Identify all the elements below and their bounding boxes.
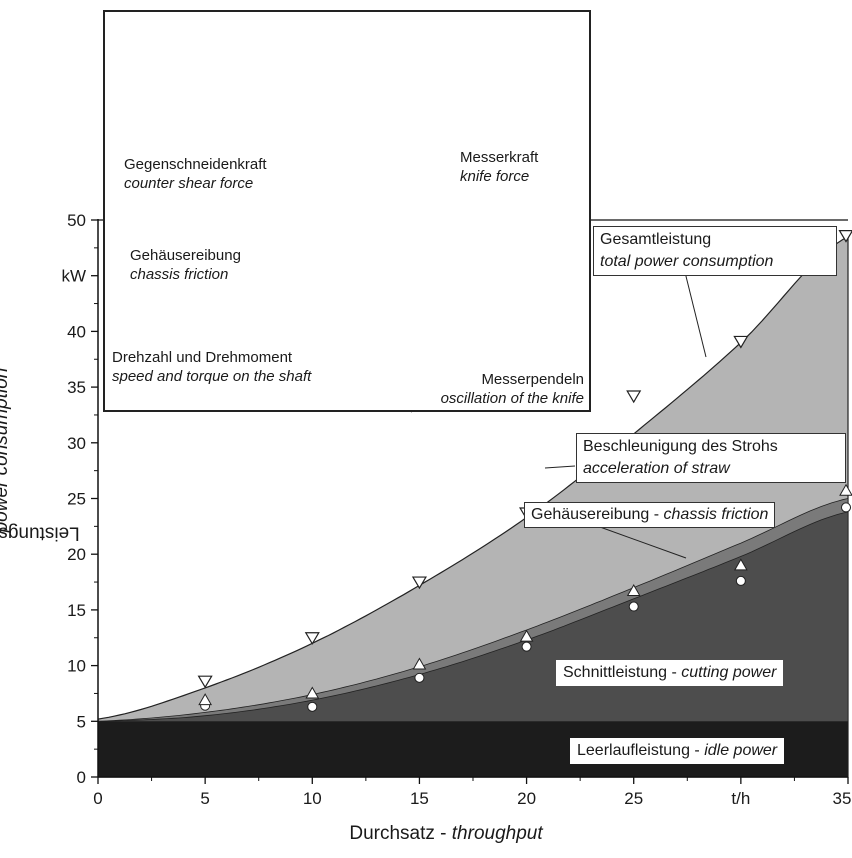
y-axis-title-italic: power consumption bbox=[0, 367, 12, 533]
roller-axle-icon bbox=[294, 87, 298, 91]
housing-outline-right bbox=[397, 157, 554, 364]
triangle-down-marker bbox=[733, 335, 749, 349]
triangle-up-marker bbox=[198, 693, 213, 706]
inset-label-knife-force-main: Messerkraft bbox=[460, 149, 539, 166]
data-markers bbox=[197, 229, 852, 712]
legend-chassis-main: Gehäusereibung - bbox=[531, 506, 664, 523]
circle-marker bbox=[841, 502, 851, 513]
legend-chassis-italic: chassis friction bbox=[663, 506, 769, 523]
x-tick-label: t/h bbox=[731, 789, 750, 808]
y-tick-label: kW bbox=[61, 267, 86, 286]
x-tick-label: 5 bbox=[200, 789, 209, 808]
y-tick-label: 50 bbox=[67, 211, 86, 230]
chassis-friction-arrowhead-top bbox=[264, 208, 280, 224]
inset-label-chassis-friction-italic: chassis friction bbox=[130, 266, 229, 283]
inset-label-oscillation: Messerpendeln oscillation of the knife bbox=[412, 370, 584, 408]
legend-acceleration-straw: Beschleunigung des Strohs acceleration o… bbox=[576, 433, 846, 483]
triangle-up-marker bbox=[519, 629, 534, 642]
legend-idle-italic: idle power bbox=[704, 742, 778, 759]
triangle-up-marker bbox=[626, 583, 641, 596]
legend-idle-power: Leerlaufleistung - idle power bbox=[570, 738, 785, 764]
triangle-up-marker bbox=[839, 483, 852, 496]
x-tick-label: 25 bbox=[624, 789, 643, 808]
triangle-up-marker bbox=[733, 558, 748, 571]
leader-speed-torque bbox=[289, 269, 377, 355]
inset-label-oscillation-main: Messerpendeln bbox=[481, 371, 584, 388]
counter-shear-arrowhead bbox=[306, 163, 320, 178]
x-axis-title-italic: throughput bbox=[451, 823, 543, 844]
legend-cutting-power: Schnittleistung - cutting power bbox=[556, 660, 784, 686]
triangle-up-marker bbox=[412, 657, 427, 670]
inset-label-counter-shear-italic: counter shear force bbox=[124, 175, 254, 192]
circle-marker bbox=[414, 672, 425, 683]
stacked-areas bbox=[98, 235, 849, 778]
legend-acceleration-main: Beschleunigung des Strohs bbox=[583, 438, 778, 455]
y-tick-label: 5 bbox=[77, 712, 86, 731]
knife-blade-bottom bbox=[375, 349, 413, 358]
y-tick-label: 30 bbox=[67, 434, 86, 453]
legend-chassis-friction: Gehäusereibung - chassis friction bbox=[524, 502, 776, 528]
legend-cutting-main: Schnittleistung - bbox=[563, 664, 682, 681]
x-tick-label: 35 bbox=[833, 789, 852, 808]
legend-total-power-italic: total power consumption bbox=[600, 253, 774, 270]
legend-cutting-italic: cutting power bbox=[681, 664, 777, 681]
inset-label-knife-force: Messerkraft knife force bbox=[460, 148, 538, 186]
circle-marker bbox=[628, 601, 639, 612]
y-axis-title-main: Leistungsaufnahme - bbox=[0, 522, 80, 544]
x-axis-title: Durchsatz - throughput bbox=[0, 823, 852, 845]
chassis-friction-arrowhead-bottom bbox=[264, 305, 280, 321]
leader-oscillation bbox=[404, 321, 456, 363]
legend-idle-main: Leerlaufleistung - bbox=[577, 742, 705, 759]
y-tick-label: 15 bbox=[67, 601, 86, 620]
triangle-down-marker bbox=[197, 675, 213, 689]
circle-marker bbox=[307, 701, 318, 712]
y-tick-label: 40 bbox=[67, 322, 86, 341]
x-axis-title-main: Durchsatz - bbox=[349, 823, 452, 844]
roller-axle-icon bbox=[372, 140, 376, 144]
y-tick-label: 35 bbox=[67, 378, 86, 397]
circle-marker bbox=[521, 641, 532, 652]
leader-knife-force bbox=[389, 165, 460, 207]
inset-label-counter-shear: Gegenschneidenkraft counter shear force bbox=[124, 155, 267, 193]
inset-label-oscillation-italic: oscillation of the knife bbox=[440, 390, 584, 407]
chassis-friction-arrow bbox=[260, 218, 274, 311]
y-tick-label: 20 bbox=[67, 545, 86, 564]
triangle-up-marker bbox=[305, 686, 320, 699]
inset-label-counter-shear-main: Gegenschneidenkraft bbox=[124, 156, 267, 173]
triangle-down-marker bbox=[411, 576, 427, 590]
roller-axle-icon bbox=[408, 30, 412, 34]
leader-acceleration bbox=[544, 465, 576, 469]
triangle-down-marker bbox=[304, 632, 320, 645]
leader-chassis-friction bbox=[599, 526, 687, 559]
upper-feed-conveyor-belt bbox=[365, 23, 419, 151]
area-cutting-power bbox=[98, 511, 849, 778]
circle-marker bbox=[735, 575, 746, 586]
triangle-down-marker bbox=[838, 229, 852, 243]
x-tick-label: 0 bbox=[93, 789, 102, 808]
y-tick-label: 10 bbox=[67, 657, 86, 676]
x-tick-label: 10 bbox=[303, 789, 322, 808]
roller-axle-icon bbox=[325, 134, 329, 138]
legend-total-power: Gesamtleistung total power consumption bbox=[593, 226, 837, 276]
x-tick-label: 15 bbox=[410, 789, 429, 808]
x-tick-label: 20 bbox=[517, 789, 536, 808]
inset-label-speed-torque-main: Drehzahl und Drehmoment bbox=[112, 349, 293, 366]
legend-total-power-main: Gesamtleistung bbox=[600, 231, 712, 248]
y-tick-label: 25 bbox=[67, 490, 86, 509]
pivot-joint bbox=[380, 284, 392, 296]
inset-label-chassis-friction: Gehäusereibung chassis friction bbox=[130, 246, 241, 284]
legend-acceleration-italic: acceleration of straw bbox=[583, 460, 730, 477]
inset-label-speed-torque-italic: speed and torque on the shaft bbox=[112, 368, 312, 385]
inset-label-knife-force-italic: knife force bbox=[460, 168, 530, 185]
counter-blade-block bbox=[315, 145, 343, 171]
y-tick-label: 0 bbox=[77, 768, 86, 787]
inset-label-chassis-friction-main: Gehäusereibung bbox=[130, 247, 241, 264]
triangle-down-marker bbox=[626, 390, 642, 404]
inset-label-speed-torque: Drehzahl und Drehmoment speed and torque… bbox=[112, 348, 311, 386]
